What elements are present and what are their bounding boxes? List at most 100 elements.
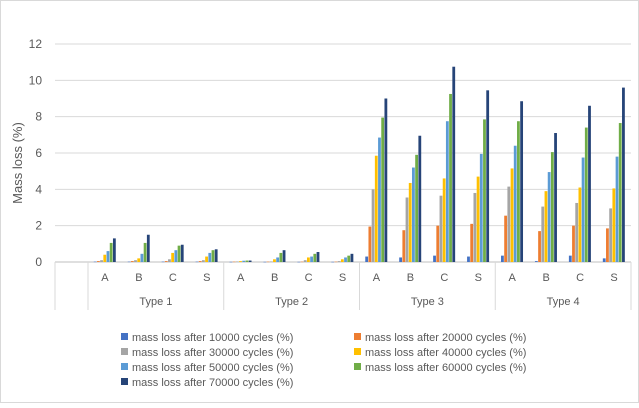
bar [239,261,242,262]
y-tick-label: 6 [35,146,42,160]
legend-swatch [354,333,361,340]
bar [340,259,344,262]
bar [171,252,175,262]
x-tick-label: S [610,272,617,284]
bar [544,191,548,262]
bar [374,155,378,262]
legend-swatch [121,333,128,340]
bar [473,192,477,262]
bar [245,260,249,262]
y-tick-label: 4 [35,182,42,196]
x-tick-label: A [373,272,381,284]
bar [445,121,449,262]
bar [581,157,585,262]
bar [609,208,613,262]
bar [568,255,572,262]
bar [584,127,588,262]
bar [418,135,422,262]
bar [331,261,335,263]
bar [384,98,388,262]
bar [602,258,606,262]
bar [313,253,317,262]
bar [588,105,591,263]
bar [412,167,415,262]
legend-label: mass loss after 60000 cycles (%) [365,362,526,374]
bar [205,256,208,262]
bar [337,261,341,262]
bar [449,93,452,262]
bar [130,261,134,262]
bar [618,123,622,263]
x-tick-label: B [542,272,549,284]
bar [442,178,446,262]
bar [476,176,480,262]
bar [479,153,483,262]
bar [510,168,514,262]
bar [606,228,609,262]
bar [276,257,280,262]
bar [232,261,236,263]
bar [344,257,347,262]
bar [93,261,97,263]
bar [127,261,131,263]
legend-swatch [121,378,128,385]
y-tick-label: 10 [29,73,43,87]
bar [622,87,625,262]
bar [415,154,419,262]
bar [109,242,113,262]
bar [439,195,443,262]
bar [174,250,178,262]
bar [541,206,545,262]
bar [334,261,338,263]
bar [195,261,199,263]
x-group-label: Type 4 [547,296,580,308]
bar [297,261,301,263]
bar [300,261,304,263]
bar [405,197,409,262]
bar [575,202,579,262]
bar [282,250,286,262]
x-tick-label: A [509,272,517,284]
bar [408,182,412,262]
x-group-label: Type 3 [411,296,444,308]
y-axis-ticks: 0 2 4 6 8 10 12 [29,37,43,269]
bar [279,252,283,262]
bar [517,121,520,262]
x-group-label: Type 2 [275,296,308,308]
bar [578,187,582,262]
legend-label: mass loss after 10000 cycles (%) [132,332,293,344]
x-tick-label: S [339,272,346,284]
bars [93,66,625,263]
bar [140,253,144,262]
legend-label: mass loss after 20000 cycles (%) [365,332,526,344]
bar [436,225,440,262]
legend-label: mass loss after 50000 cycles (%) [132,362,293,374]
bar [137,258,141,262]
legend-swatch [121,363,128,370]
y-tick-label: 8 [35,110,42,124]
bar [161,261,165,263]
x-axis: A B C S Type 1 A B C S Type 2 A B C S Type 3 A B C S Type 4 [54,262,632,310]
bar [211,250,215,262]
bar [177,245,181,262]
x-group-label: Type 1 [139,296,172,308]
bar [507,186,511,262]
x-tick-label: C [576,272,584,284]
bar [433,255,436,262]
x-tick-label: C [169,272,177,284]
bar [534,261,538,262]
bar [381,117,385,262]
x-tick-label: C [440,272,448,284]
x-tick-label: B [135,272,142,284]
x-tick-label: S [203,272,210,284]
bar [538,231,541,262]
legend-label: mass loss after 40000 cycles (%) [365,347,526,359]
bar [483,119,486,263]
bar [103,254,107,262]
bar [513,145,517,262]
bar [501,255,504,262]
bar [365,256,369,262]
legend-label: mass loss after 70000 cycles (%) [132,377,293,389]
